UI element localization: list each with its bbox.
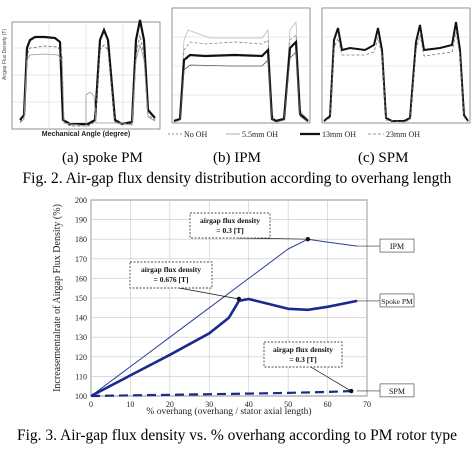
annotation-box (129, 261, 213, 289)
y-tick-label: 200 (75, 196, 87, 205)
series-label-ipm: IPM (390, 242, 404, 251)
series-line-ipm (90, 238, 358, 397)
panel-b-plot (171, 7, 311, 124)
series-line-spm (90, 389, 358, 398)
y-tick-label: 170 (75, 255, 87, 264)
caption-a: (a) spoke PM (62, 150, 143, 166)
x-tick-label: 70 (363, 400, 371, 409)
series-label-spoke-pm: Spoke PM (381, 297, 413, 306)
legend-23mm-oh: 23mm OH (386, 130, 420, 139)
annotation-text: = 0.3 [T] (289, 355, 316, 364)
x-tick-label: 20 (166, 400, 174, 409)
panel-a-plot: Airgap Flux Density (T) Mechanical Angle… (2, 19, 161, 138)
caption-c: (c) SPM (358, 150, 409, 166)
x-tick-label: 0 (89, 400, 93, 409)
y-axis-label: Increasementalrate of Airgap Flux Densit… (52, 204, 63, 392)
y-tick-label: 140 (75, 314, 87, 323)
legend-5-5mm-oh: 5.5mm OH (242, 130, 278, 139)
x-tick-label: 10 (126, 400, 134, 409)
series-label-box (379, 293, 415, 308)
legend-13mm-oh: 13mm OH (322, 130, 356, 139)
caption-b: (b) IPM (213, 150, 261, 166)
x-ticks: 0 10 20 30 40 50 60 70 (89, 400, 371, 409)
y-tick-label: 130 (75, 333, 87, 342)
x-tick-label: 30 (205, 400, 213, 409)
annotation-arrow (237, 237, 308, 240)
fig2-legend: No OH 5.5mm OH 13mm OH 23mm OH (168, 130, 420, 139)
y-tick-label: 150 (75, 294, 87, 303)
annotation-marker (236, 296, 242, 302)
panel-a-ylabel: Airgap Flux Density (T) (2, 29, 8, 80)
annotation-text: airgap flux density (200, 216, 260, 225)
annotation-box (263, 341, 343, 368)
y-tick-label: 120 (75, 353, 87, 362)
annotation-text: = 0.676 [T] (154, 275, 189, 284)
y-tick-label: 180 (75, 235, 87, 244)
annotation-text: airgap flux density (141, 265, 201, 274)
annotation-text: = 0.3 [T] (216, 226, 243, 235)
panel-c-plot (321, 7, 471, 124)
x-tick-label: 60 (324, 400, 332, 409)
y-tick-label: 160 (75, 274, 87, 283)
series-label-spm: SPM (389, 387, 405, 396)
fig3-caption: Fig. 3. Air-gap flux density vs. % overh… (16, 427, 458, 444)
series-labels: IPM Spoke PM SPM (357, 238, 415, 398)
y-ticks: 100 110 120 130 140 150 160 170 180 190 200 (75, 196, 87, 401)
series-label-box (379, 383, 415, 398)
series-label-box (379, 238, 415, 253)
annotation-box (189, 212, 271, 239)
annotation-arrow (179, 287, 239, 300)
annotation-marker (349, 388, 354, 394)
annotation-marker (305, 237, 311, 242)
annotations: airgap flux density= 0.3 [T]airgap flux … (129, 212, 354, 394)
series-line-spoke-pm (90, 297, 358, 398)
series-group (90, 238, 358, 398)
fig2-caption: Fig. 2. Air-gap flux density distributio… (22, 170, 452, 187)
annotation-arrow (310, 366, 352, 392)
y-tick-label: 110 (75, 372, 87, 381)
annotation-text: airgap flux density (273, 345, 333, 354)
x-tick-label: 50 (284, 400, 292, 409)
panel-a-xlabel: Mechanical Angle (degree) (42, 131, 130, 138)
y-tick-label: 190 (75, 216, 87, 225)
y-tick-label: 100 (75, 392, 87, 401)
x-axis-label: % overhang (overhang / stator axial leng… (146, 406, 311, 417)
grid (90, 199, 368, 397)
legend-no-oh: No OH (184, 130, 208, 139)
x-tick-label: 40 (245, 400, 253, 409)
